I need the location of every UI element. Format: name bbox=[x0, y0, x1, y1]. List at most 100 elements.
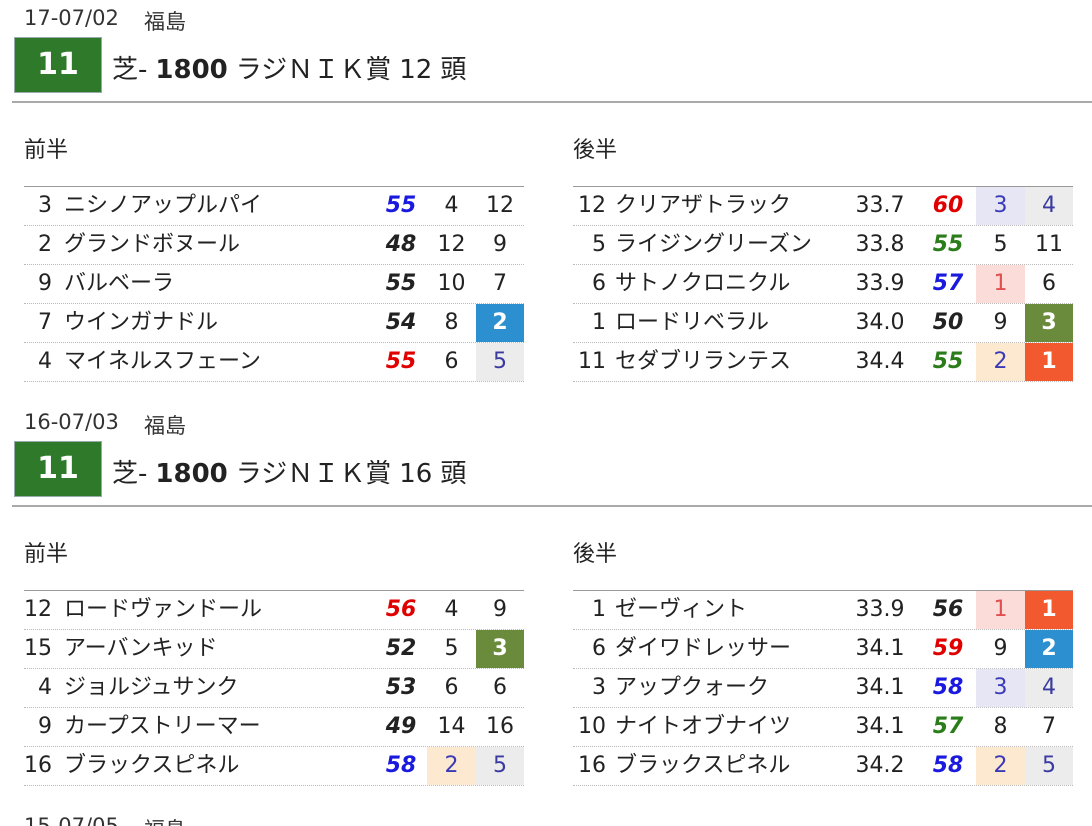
rank-b: 3 bbox=[476, 630, 524, 668]
rank-a: 9 bbox=[993, 636, 1008, 661]
title-heads: 16 bbox=[399, 459, 433, 489]
race-number: 11 bbox=[14, 37, 102, 93]
score: 49 bbox=[385, 714, 417, 739]
horse-name: ナイトオブナイツ bbox=[615, 714, 792, 739]
divider bbox=[12, 505, 1092, 507]
time: 33.9 bbox=[855, 597, 905, 622]
race-date: 17-07/02 bbox=[24, 6, 119, 30]
time: 34.4 bbox=[855, 349, 905, 374]
rank-b: 2 bbox=[476, 304, 524, 342]
horse-name: ダイワドレッサー bbox=[615, 636, 792, 661]
rank-b: 12 bbox=[486, 193, 514, 218]
table-row: 4 ジョルジュサンク 53 6 6 bbox=[24, 669, 524, 708]
horse-name: ライジングリーズン bbox=[615, 232, 812, 257]
rank-a: 12 bbox=[437, 232, 466, 257]
rank-a: 5 bbox=[444, 636, 459, 661]
horse-no: 3 bbox=[38, 193, 52, 218]
half-label: 前半 bbox=[24, 542, 69, 567]
horse-name: アップクォーク bbox=[615, 675, 770, 700]
title-distance: 1800 bbox=[155, 55, 228, 85]
table-row: 16 ブラックスピネル 34.2 58 2 5 bbox=[573, 747, 1073, 786]
table-top bbox=[24, 186, 524, 187]
horse-no: 1 bbox=[592, 597, 606, 622]
race-venue: 福島 bbox=[144, 814, 186, 826]
rank-a: 2 bbox=[976, 343, 1025, 381]
horse-name: ゼーヴィント bbox=[615, 597, 748, 622]
score: 58 bbox=[385, 753, 417, 778]
table-row: 6 ダイワドレッサー 34.1 59 9 2 bbox=[573, 630, 1073, 669]
rank-a: 1 bbox=[976, 265, 1025, 303]
rank-a: 4 bbox=[444, 193, 459, 218]
score: 58 bbox=[932, 753, 964, 778]
score: 58 bbox=[932, 675, 964, 700]
title-distance: 1800 bbox=[155, 459, 228, 489]
score: 52 bbox=[385, 636, 417, 661]
race-title: 芝- 1800 ラジＮＩＫ賞 16 頭 bbox=[112, 453, 466, 490]
table-row: 9 カープストリーマー 49 14 16 bbox=[24, 708, 524, 747]
title-name: ラジＮＩＫ賞 bbox=[235, 459, 392, 489]
half-label: 後半 bbox=[573, 138, 618, 163]
race-venue: 福島 bbox=[144, 10, 186, 34]
rank-a: 2 bbox=[427, 747, 476, 785]
horse-name: サトノクロニクル bbox=[615, 271, 791, 296]
horse-no: 5 bbox=[592, 232, 606, 257]
half-label: 前半 bbox=[24, 138, 69, 163]
horse-no: 9 bbox=[38, 714, 52, 739]
time: 34.1 bbox=[855, 675, 905, 700]
table-row: 3 アップクォーク 34.1 58 3 4 bbox=[573, 669, 1073, 708]
horse-no: 12 bbox=[24, 597, 52, 622]
table-top bbox=[573, 186, 1073, 187]
rank-a: 14 bbox=[437, 714, 466, 739]
horse-no: 4 bbox=[38, 349, 52, 374]
horse-no: 10 bbox=[578, 714, 606, 739]
horse-no: 6 bbox=[592, 271, 606, 296]
race-date: 15-07/05 bbox=[24, 814, 119, 826]
horse-no: 11 bbox=[578, 349, 606, 374]
rank-b: 7 bbox=[493, 271, 507, 296]
score: 59 bbox=[932, 636, 964, 661]
table-row: 1 ロードリベラル 34.0 50 9 3 bbox=[573, 304, 1073, 343]
rank-b: 6 bbox=[1042, 271, 1056, 296]
horse-no: 15 bbox=[24, 636, 52, 661]
horse-no: 6 bbox=[592, 636, 606, 661]
table-row: 5 ライジングリーズン 33.8 55 5 11 bbox=[573, 226, 1073, 265]
table-row: 16 ブラックスピネル 58 2 5 bbox=[24, 747, 524, 786]
race-number: 11 bbox=[14, 441, 102, 497]
score: 48 bbox=[385, 232, 417, 257]
table-row: 10 ナイトオブナイツ 34.1 57 8 7 bbox=[573, 708, 1073, 747]
horse-name: ブラックスピネル bbox=[64, 753, 240, 778]
horse-name: ロードヴァンドール bbox=[64, 597, 263, 622]
horse-name: バルベーラ bbox=[64, 271, 175, 296]
table-row: 4 マイネルスフェーン 55 6 5 bbox=[24, 343, 524, 382]
rank-a: 1 bbox=[976, 591, 1025, 629]
title-heads-unit: 頭 bbox=[440, 55, 467, 85]
rank-a: 10 bbox=[437, 271, 466, 296]
score: 55 bbox=[385, 193, 417, 218]
time: 34.2 bbox=[855, 753, 905, 778]
horse-no: 4 bbox=[38, 675, 52, 700]
title-surface: 芝- bbox=[112, 459, 148, 489]
horse-no: 9 bbox=[38, 271, 52, 296]
table-top bbox=[573, 590, 1073, 591]
score: 56 bbox=[385, 597, 417, 622]
horse-no: 2 bbox=[38, 232, 52, 257]
horse-no: 12 bbox=[578, 193, 606, 218]
title-heads: 12 bbox=[399, 55, 433, 85]
horse-no: 3 bbox=[592, 675, 606, 700]
rank-b: 11 bbox=[1035, 232, 1063, 257]
rank-b: 6 bbox=[493, 675, 507, 700]
score: 55 bbox=[932, 232, 964, 257]
half-label: 後半 bbox=[573, 542, 618, 567]
score: 57 bbox=[932, 714, 964, 739]
table-top bbox=[24, 590, 524, 591]
score: 56 bbox=[932, 597, 964, 622]
rank-a: 8 bbox=[444, 310, 459, 335]
rank-b: 1 bbox=[1025, 591, 1073, 629]
rank-a: 3 bbox=[976, 187, 1025, 225]
table-row: 6 サトノクロニクル 33.9 57 1 6 bbox=[573, 265, 1073, 304]
horse-name: クリアザトラック bbox=[615, 193, 792, 218]
rank-a: 2 bbox=[976, 747, 1025, 785]
rank-b: 5 bbox=[476, 343, 524, 381]
time: 34.1 bbox=[855, 714, 905, 739]
